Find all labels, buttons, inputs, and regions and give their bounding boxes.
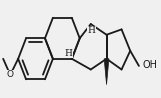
Text: Ḧ: Ḧ: [88, 26, 95, 35]
Text: Ḧ: Ḧ: [65, 49, 73, 58]
Polygon shape: [104, 59, 109, 85]
Text: OH: OH: [143, 60, 158, 70]
Text: O: O: [7, 70, 14, 79]
